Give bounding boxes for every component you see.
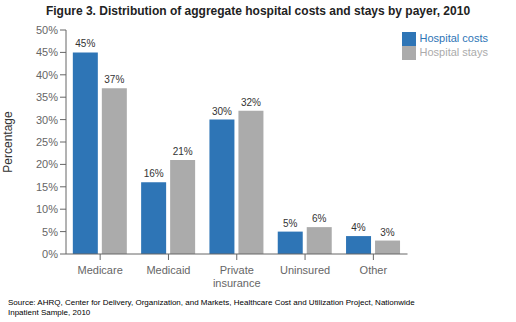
svg-text:50%: 50% xyxy=(36,24,58,36)
svg-text:0%: 0% xyxy=(42,248,58,260)
svg-text:5%: 5% xyxy=(42,226,58,238)
svg-text:40%: 40% xyxy=(36,69,58,81)
svg-text:30%: 30% xyxy=(36,114,58,126)
svg-text:Medicaid: Medicaid xyxy=(146,264,190,276)
svg-text:25%: 25% xyxy=(36,136,58,148)
svg-text:20%: 20% xyxy=(36,158,58,170)
html-text:Inpatient Sample, 2010: Inpatient Sample, 2010 xyxy=(8,308,91,317)
html-text:Hospital stays: Hospital stays xyxy=(419,46,488,59)
svg-text:16%: 16% xyxy=(144,168,164,179)
svg-text:10%: 10% xyxy=(36,203,58,215)
svg-text:Percentage: Percentage xyxy=(8,111,15,173)
svg-text:30%: 30% xyxy=(212,106,232,117)
svg-text:4%: 4% xyxy=(351,222,366,233)
svg-text:45%: 45% xyxy=(36,46,58,58)
svg-text:32%: 32% xyxy=(241,97,261,108)
svg-text:Medicare: Medicare xyxy=(78,264,123,276)
svg-text:3%: 3% xyxy=(380,227,395,238)
html-text:Figure 3. Distribution of aggr: Figure 3. Distribution of aggregate hosp… xyxy=(45,4,471,18)
svg-text:6%: 6% xyxy=(312,213,327,224)
svg-text:Privateinsurance: Privateinsurance xyxy=(213,264,261,289)
svg-text:21%: 21% xyxy=(173,146,193,157)
svg-text:Other: Other xyxy=(360,264,388,276)
svg-text:Uninsured: Uninsured xyxy=(280,264,330,276)
svg-text:15%: 15% xyxy=(36,181,58,193)
html-text:Hospital costs: Hospital costs xyxy=(419,32,488,44)
svg-text:45%: 45% xyxy=(75,38,95,49)
svg-text:5%: 5% xyxy=(283,218,298,229)
html-text:Source: AHRQ, Center for Deliv: Source: AHRQ, Center for Delivery, Organ… xyxy=(8,298,415,307)
svg-text:35%: 35% xyxy=(36,91,58,103)
svg-text:37%: 37% xyxy=(104,74,124,85)
